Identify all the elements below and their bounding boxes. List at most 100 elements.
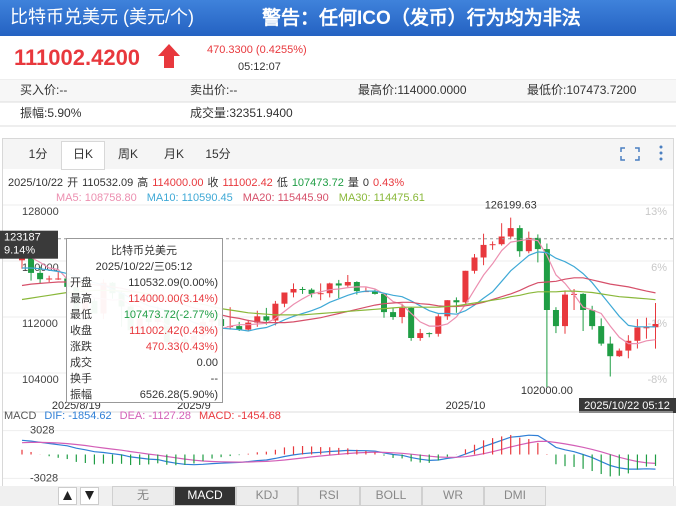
tooltip-box — [66, 238, 223, 403]
indicator-tab[interactable]: 无 — [137, 488, 149, 502]
legend-entry: MA10: 110590.45 — [147, 192, 233, 204]
ohlc-info: 2025/10/22 开 110532.09 高 114000.00 收 111002.42… — [8, 175, 404, 189]
scroll-up[interactable] — [58, 487, 77, 505]
y-tick-label: 104000 — [22, 374, 59, 386]
info-part: 107473.72 — [292, 177, 344, 189]
tooltip-label: 开盘 — [70, 275, 92, 289]
candle-body — [417, 333, 424, 338]
header-bar — [0, 0, 676, 36]
candle-body — [317, 293, 324, 295]
high-label: 126199.63 — [485, 200, 537, 212]
candle-body — [299, 289, 306, 290]
candle-body — [498, 236, 505, 245]
candle-body — [426, 333, 433, 335]
candle-body — [534, 237, 541, 250]
candle-body — [37, 272, 44, 280]
tab-active-bg — [61, 141, 105, 170]
tooltip-label: 最高 — [70, 291, 92, 305]
candle-body — [335, 283, 342, 286]
stats-row-bg — [0, 80, 676, 102]
indicator-label: MACD — [4, 410, 36, 422]
x-tick-label: 2025/10 — [446, 400, 486, 412]
legend-entry: MA30: 114475.61 — [339, 192, 425, 204]
legend-entry: MA20: 115445.90 — [243, 192, 329, 204]
period-tab[interactable]: 1分 — [29, 147, 48, 161]
candle-body — [616, 350, 623, 357]
stat: 成交量:32351.9400 — [190, 105, 293, 120]
candle-body — [390, 312, 397, 317]
tooltip-value: 111002.42(0.43%) — [129, 325, 218, 337]
candle-body — [516, 228, 523, 252]
tooltip-label: 振幅 — [70, 387, 92, 401]
legend-entry: DEA: -1127.28 — [120, 410, 191, 422]
tab-bar — [3, 139, 673, 169]
candle-body — [543, 249, 550, 310]
legend-entry: MACD: -1454.68 — [199, 410, 281, 422]
candle-body — [435, 316, 442, 334]
period-tab[interactable]: 15分 — [205, 147, 230, 161]
crosshair-value: 123187 — [4, 232, 41, 244]
tooltip-value: 470.33(0.43%) — [146, 341, 218, 353]
low-label: 102000.00 — [521, 385, 573, 397]
tooltip-value: 110532.09(0.00%) — [128, 277, 218, 289]
fullscreen-icon[interactable] — [620, 147, 640, 161]
stat: 最低价:107473.7200 — [527, 83, 637, 97]
info-part: 开 — [67, 177, 78, 189]
info-part: 111002.42 — [222, 177, 272, 189]
info-part: 高 — [137, 175, 148, 189]
period-tab[interactable]: 周K — [118, 147, 138, 161]
indicator-tab[interactable]: KDJ — [256, 488, 279, 502]
indicator-tab[interactable]: BOLL — [376, 488, 407, 502]
candle-body — [344, 282, 351, 286]
candle-body — [607, 343, 614, 357]
crosshair-date: 2025/10/22 05:12 — [584, 400, 670, 412]
y2-tick-label: -8% — [647, 374, 667, 386]
candle-body — [55, 278, 62, 280]
stat: 振幅:5.90% — [20, 105, 82, 120]
candle-body — [245, 322, 252, 330]
warning: 警告：任何ICO（发币）行为均为非法 — [262, 6, 581, 29]
period-tab[interactable]: 月K — [164, 147, 184, 161]
scroll-down[interactable] — [80, 487, 99, 505]
candle-body — [525, 237, 532, 252]
more-icon[interactable] — [659, 145, 663, 161]
candle-body — [326, 283, 333, 294]
candle-body — [254, 316, 261, 323]
tooltip-value: -- — [211, 373, 219, 385]
crosshair-box — [0, 230, 58, 259]
tooltip-label: 成交 — [70, 355, 92, 369]
candle-body — [643, 327, 650, 329]
info-part: 110532.09 — [82, 177, 133, 189]
tooltip-date: 2025/10/22/三05:12 — [96, 261, 193, 273]
info-part: 114000.00 — [152, 177, 203, 189]
tooltip-value: 114000.00(3.14%) — [128, 293, 218, 305]
candle-body — [408, 307, 415, 338]
candle-body — [290, 289, 297, 293]
tooltip-value: 107473.72(-2.77%) — [124, 309, 218, 321]
y2-tick-label: -1% — [647, 318, 667, 330]
tooltip-value: 0.00 — [197, 357, 218, 369]
up-arrow — [158, 44, 180, 68]
candle-body — [371, 291, 378, 294]
info-part: 0 — [363, 177, 369, 189]
candle-body — [552, 310, 559, 327]
macd-legend: MACD DIF: -1854.62 DEA: -1127.28 MACD: -145… — [4, 410, 281, 422]
period-tab[interactable]: 日K — [73, 147, 93, 161]
ma-legend: MA5: 108758.80 MA10: 110590.45 MA20: 11544… — [56, 192, 425, 204]
indicator-tab[interactable]: DMI — [504, 488, 526, 502]
indicator-tab[interactable]: RSI — [319, 488, 339, 502]
legend-entry: MA5: 108758.80 — [56, 192, 137, 204]
info-part: 2025/10/22 — [8, 177, 63, 189]
candle-body — [381, 293, 387, 313]
candle-body — [236, 326, 243, 330]
candle-body — [46, 278, 53, 280]
candle-body — [634, 327, 641, 341]
indicator-tab[interactable]: MACD — [187, 488, 223, 502]
candle-body — [444, 300, 451, 317]
change: 470.3300 (0.4255%) — [207, 44, 307, 56]
tooltip-value: 6526.28(5.90%) — [140, 389, 218, 401]
chart-layer: 111002.4200 470.3300 (0.4255%) 05:12:07 买入价… — [0, 44, 676, 506]
indicator-tab[interactable]: WR — [443, 488, 463, 502]
